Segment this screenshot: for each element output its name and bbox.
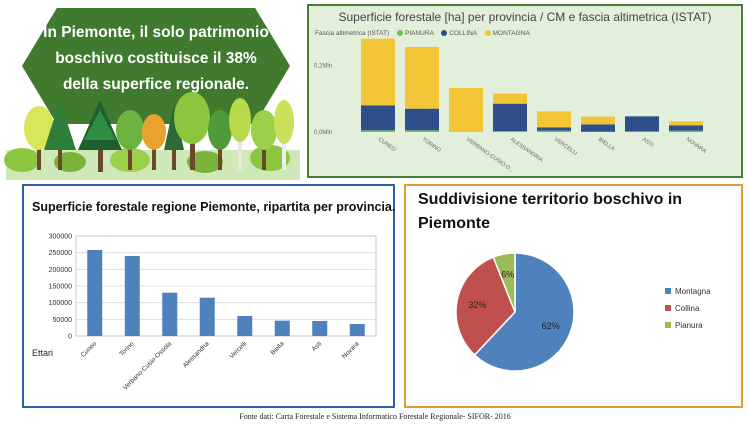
chart1-bar-pianura (361, 130, 395, 132)
chart2-category-label: Torino (118, 340, 136, 358)
chart3-value-label: 6% (501, 269, 514, 279)
chart1-legend-pianura: PIANURA (404, 30, 434, 37)
chart1-ytick-label: 0,2Mln (314, 63, 332, 69)
chart1-legend-collina: COLLINA (449, 30, 477, 37)
chart1-category-label: VERCELLI (553, 137, 579, 157)
chart1-title: Superficie forestale [ha] per provincia … (338, 10, 712, 24)
chart1-bar-collina (361, 105, 395, 131)
chart2-bar (124, 256, 140, 336)
chart1-bar-montagna (669, 121, 703, 126)
chart2-category-label: Asti (311, 340, 324, 353)
chart1-category-label: BIELLA (597, 137, 616, 153)
chart2-bar (312, 321, 328, 336)
chart1-bar-montagna (449, 88, 483, 132)
chart1-bar-collina (405, 108, 439, 131)
chart3-legend-label: Pianura (675, 321, 703, 330)
chart1-ytick-label: 0,0Mln (314, 130, 332, 136)
chart3-title: Suddivisione territorio boschivo in Piem… (418, 191, 683, 232)
chart3-legend-swatch (665, 322, 671, 328)
banner-line-1: In Piemonte, il solo patrimonio (43, 24, 269, 41)
chart3-slice-collina (455, 256, 516, 357)
chart2-bar (87, 250, 103, 336)
chart3-legend-label: Collina (675, 304, 700, 313)
forest-illustration (4, 92, 300, 180)
chart1-bar-montagna (581, 116, 615, 125)
banner-text: In Piemonte, il solo patrimonio boschivo… (40, 20, 272, 98)
chart2-category-label: Alessandria (182, 340, 211, 369)
chart3-value-label: 32% (468, 300, 486, 310)
chart1-category-label: NOVARA (685, 137, 707, 155)
chart2-ytick-label: 300000 (49, 234, 72, 241)
chart2-bar (274, 320, 290, 336)
chart2-category-label: Vercelli (228, 340, 248, 360)
chart2-ylabel: Ettari (32, 348, 53, 358)
chart2-category-label: Novara (341, 340, 361, 360)
chart1-category-label: ALESSANDRIA (509, 137, 544, 164)
chart1-bar-collina (537, 127, 571, 131)
chart1-bar-collina (493, 103, 527, 131)
chart1-bar-montagna (361, 38, 395, 106)
chart1-bar-collina (625, 116, 659, 132)
chart2-ytick-label: 200000 (49, 267, 72, 274)
chart1-bar-montagna (537, 111, 571, 128)
chart3-legend-swatch (665, 288, 671, 294)
chart3-legend-swatch (665, 305, 671, 311)
chart1-category-label: TORINO (421, 137, 442, 155)
chart2-category-label: Cuneo (80, 340, 99, 359)
chart3-plot: 62% 32% 6% Montagna Collina Pianura (455, 252, 711, 372)
chart1-plot: 0,0Mln 0,2Mln CUNEO TORINO VERBANO-CUSIO-O..… (314, 38, 707, 175)
chart2-ytick-label: 100000 (49, 300, 72, 307)
chart2-title: Superficie forestale regione Piemonte, r… (32, 200, 396, 214)
chart1-bar-pianura (625, 131, 659, 132)
legend-dot-pianura-icon (396, 30, 403, 36)
chart1-bar-montagna (493, 93, 527, 104)
panel-forest-area-altitude: Superficie forestale [ha] per provincia … (307, 4, 743, 178)
banner-line-2: boschivo costituisce il 38% (55, 50, 257, 67)
chart2-bar (237, 316, 253, 336)
chart2-plot: 0 50000 100000 150000 200000 250000 300000 Etta… (32, 234, 377, 392)
source-note: Fonte dati: Carta Forestale e Sistema In… (239, 412, 511, 421)
chart2-plot-frame (75, 235, 377, 337)
chart1-category-label: ASTI (641, 137, 655, 149)
legend-dot-collina-icon (441, 30, 448, 36)
chart1-bar-montagna (405, 47, 439, 109)
chart1-bar-pianura (405, 130, 439, 132)
chart1-bar-collina (669, 125, 703, 131)
banner-line-3: della superfice regionale. (62, 76, 250, 93)
chart3-legend-label: Montagna (675, 287, 711, 296)
chart2-ytick-label: 150000 (49, 284, 72, 291)
chart1-legend: Fascia altimetrica (ISTAT) PIANURA COLLI… (315, 30, 530, 37)
legend-dot-montagna-icon (484, 30, 491, 36)
chart1-category-label: VERBANO-CUSIO-O... (465, 137, 515, 175)
chart2-bar (349, 324, 365, 336)
chart2-bar (199, 297, 215, 336)
chart2-ytick-label: 250000 (49, 250, 72, 257)
chart1-bar-pianura (537, 130, 571, 132)
panel-forest-area-province: Superficie forestale regione Piemonte, r… (22, 184, 395, 408)
chart1-bar-pianura (493, 131, 527, 132)
chart2-ytick-label: 50000 (53, 317, 73, 324)
chart1-legend-title: Fascia altimetrica (ISTAT) (315, 30, 390, 37)
panel-forest-territory-pie: Suddivisione territorio boschivo in Piem… (404, 184, 743, 408)
chart2-category-label: Biella (269, 340, 285, 356)
chart1-legend-montagna: MONTAGNA (492, 30, 530, 37)
tree-icon (4, 92, 300, 180)
chart1-bar-pianura (669, 130, 703, 132)
chart1-category-label: CUNEO (377, 137, 397, 154)
chart3-value-label: 62% (542, 321, 560, 331)
chart2-ytick-label: 0 (68, 334, 72, 341)
chart1-bar-collina (581, 124, 615, 132)
chart3-slice-montagna (473, 252, 575, 372)
chart2-bar (162, 292, 178, 336)
chart3-slice-pianura (492, 252, 516, 313)
